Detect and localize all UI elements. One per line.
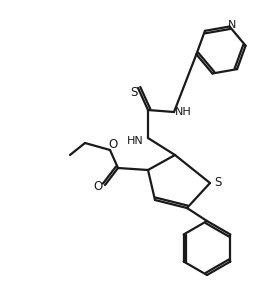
Text: HN: HN xyxy=(127,136,143,146)
Text: S: S xyxy=(130,85,138,98)
Text: NH: NH xyxy=(175,107,191,117)
Text: N: N xyxy=(229,20,237,29)
Text: O: O xyxy=(108,138,118,151)
Text: O: O xyxy=(93,181,103,194)
Text: S: S xyxy=(214,177,222,190)
